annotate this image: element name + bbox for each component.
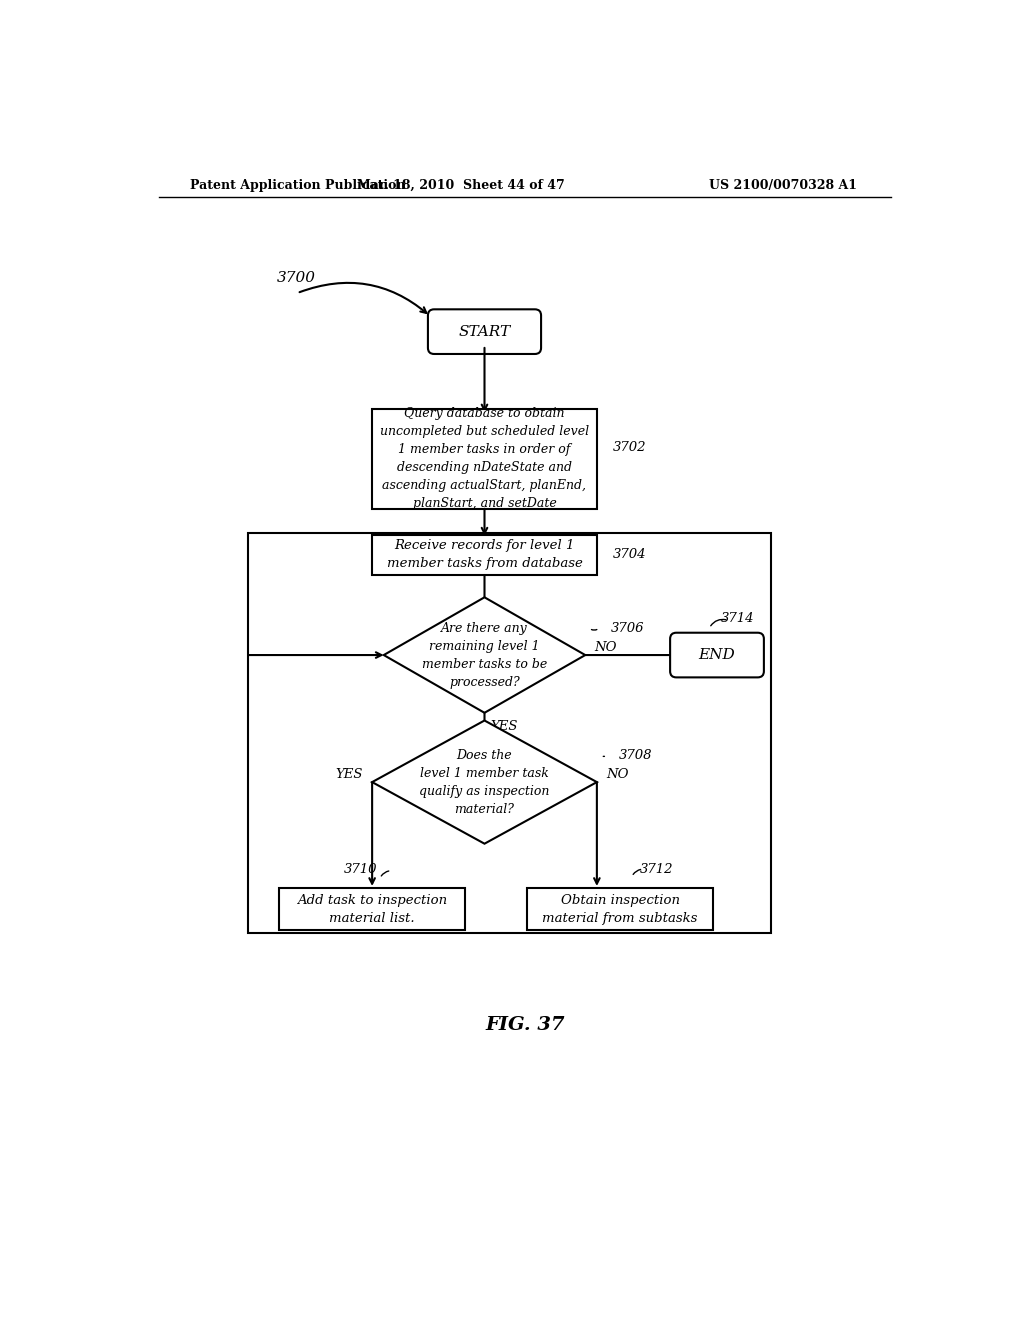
Text: NO: NO [606,768,629,781]
Text: 3702: 3702 [612,441,646,454]
Text: FIG. 37: FIG. 37 [485,1015,564,1034]
Text: 3708: 3708 [618,748,652,762]
Text: START: START [459,325,511,339]
Text: US 2100/0070328 A1: US 2100/0070328 A1 [710,178,857,191]
Text: 3700: 3700 [276,271,315,285]
Bar [372,535,597,576]
Text: Does the
level 1 member task
qualify as inspection
material?: Does the level 1 member task qualify as … [419,748,550,816]
FancyBboxPatch shape [428,309,541,354]
Bar [372,409,597,508]
Text: Are there any
remaining level 1
member tasks to be
processed?: Are there any remaining level 1 member t… [422,622,547,689]
FancyBboxPatch shape [670,632,764,677]
Text: END: END [698,648,735,663]
Text: NO: NO [595,640,617,653]
Text: YES: YES [335,768,362,781]
Text: Query database to obtain
uncompleted but scheduled level
1 member tasks in order: Query database to obtain uncompleted but… [380,407,589,511]
Polygon shape [372,721,597,843]
Text: 3706: 3706 [611,622,644,635]
Text: Mar. 18, 2010  Sheet 44 of 47: Mar. 18, 2010 Sheet 44 of 47 [357,178,565,191]
Text: YES: YES [490,721,518,733]
Bar [527,888,713,931]
Text: Obtain inspection
material from subtasks: Obtain inspection material from subtasks [543,894,697,924]
Text: Receive records for level 1
member tasks from database: Receive records for level 1 member tasks… [387,540,583,570]
Text: 3714: 3714 [721,611,755,624]
Text: 3712: 3712 [640,862,673,875]
Text: 3710: 3710 [344,862,377,875]
Bar [248,533,771,933]
Bar [280,888,465,931]
Polygon shape [384,598,586,713]
Text: Add task to inspection
material list.: Add task to inspection material list. [297,894,447,924]
Text: Patent Application Publication: Patent Application Publication [190,178,406,191]
Text: 3704: 3704 [612,548,646,561]
